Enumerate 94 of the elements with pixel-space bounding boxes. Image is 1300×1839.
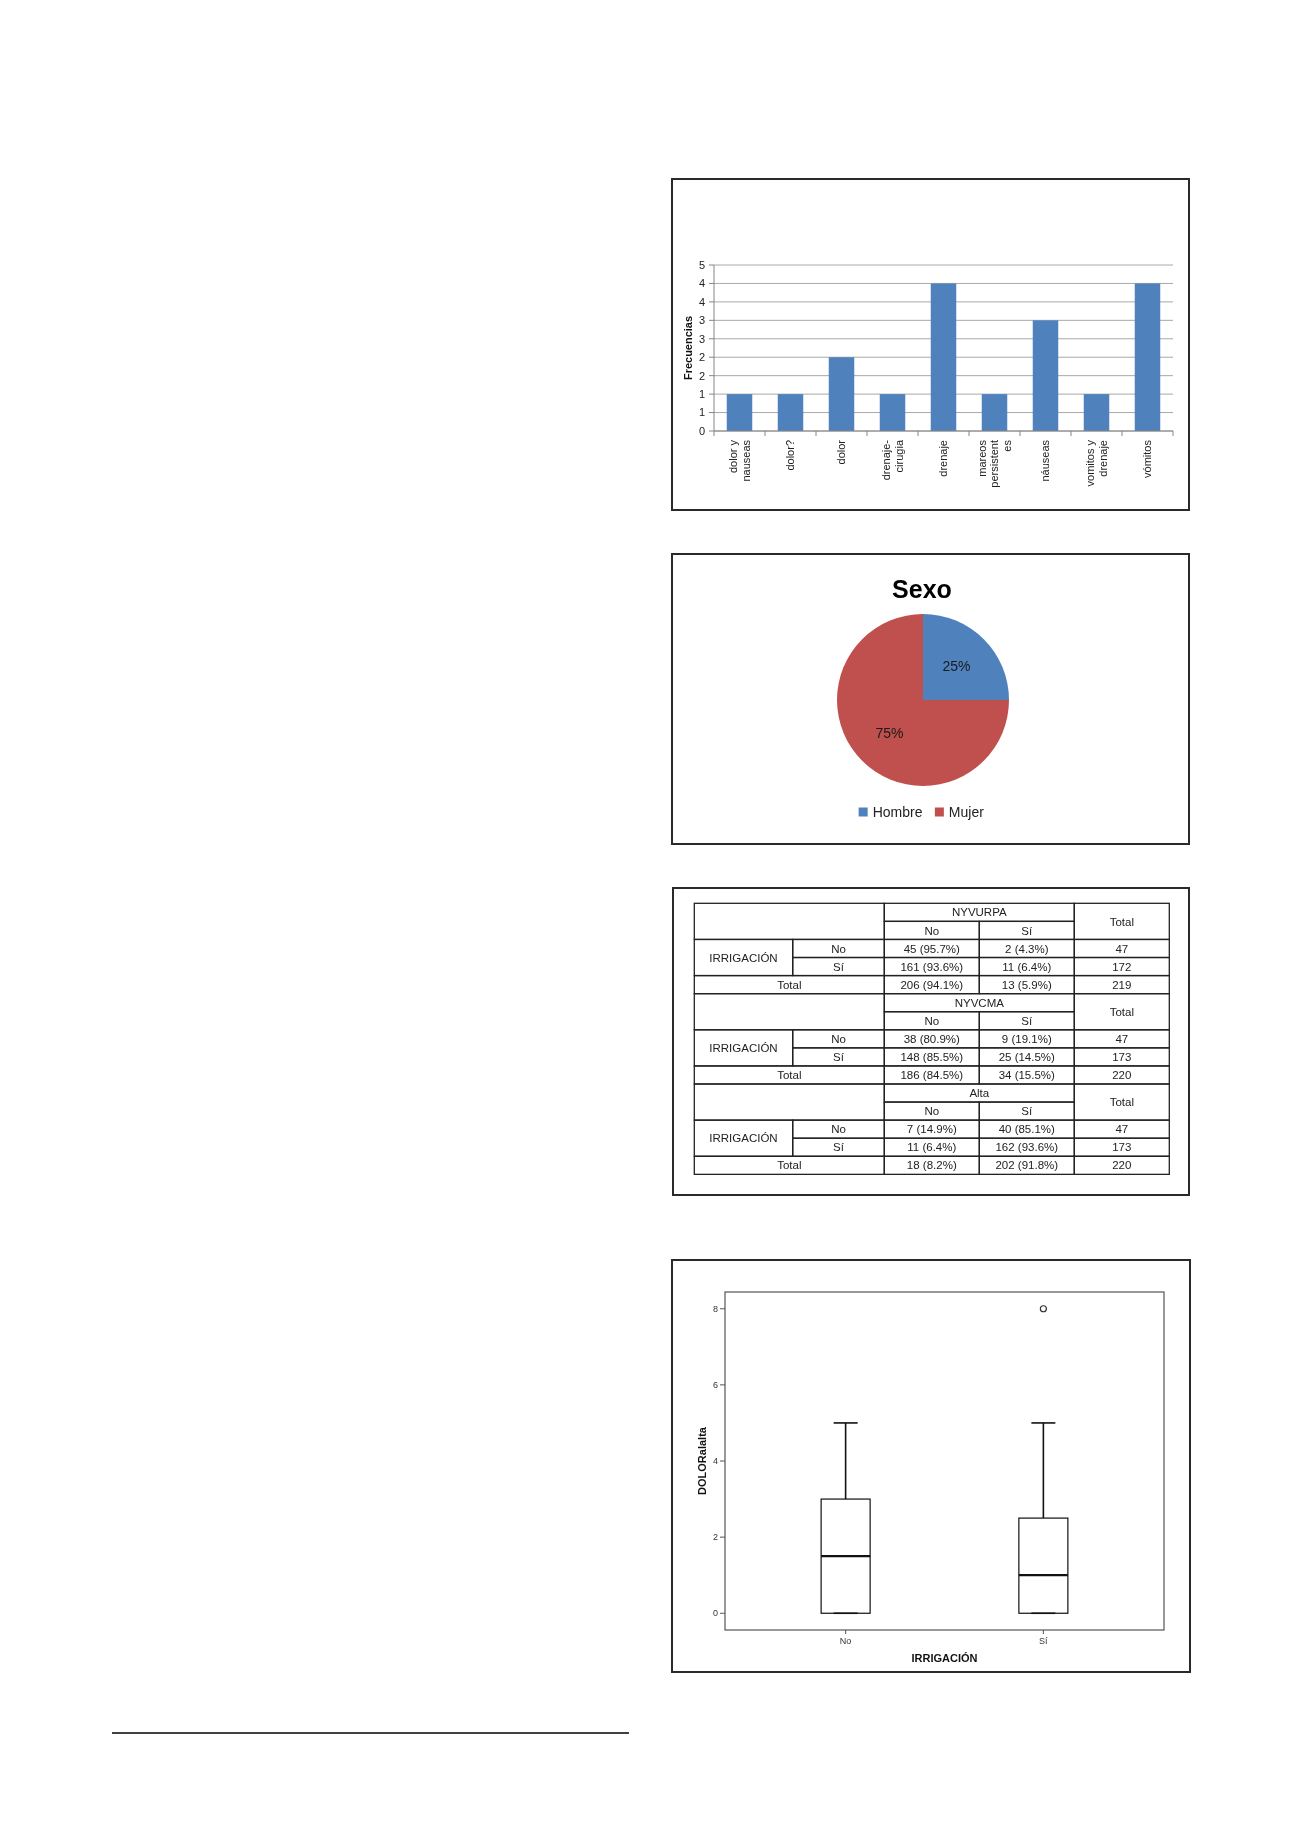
- text: Sí: [1021, 1105, 1034, 1118]
- text: 202 (91.8%): [995, 1159, 1059, 1172]
- legend-label: Mujer: [948, 803, 985, 820]
- y-tick-label: 2: [698, 369, 705, 382]
- text: 9 (19.1%): [1001, 1032, 1052, 1045]
- text: 148 (85.5%): [900, 1051, 964, 1064]
- y-axis-title: DOLORalalta: [695, 1426, 708, 1495]
- text: 219: [1112, 978, 1132, 991]
- text: 173: [1112, 1141, 1132, 1154]
- text: 173: [1112, 1051, 1132, 1064]
- bar: [1083, 394, 1110, 431]
- y-tick-label: 2: [712, 1532, 718, 1543]
- y-tick-label: 4: [698, 277, 705, 290]
- text: 220: [1112, 1159, 1132, 1172]
- y-tick-label: 2: [698, 351, 705, 364]
- text: NYVURPA: [951, 906, 1007, 919]
- text: 45 (95.7%): [903, 942, 961, 955]
- text: Total: [777, 1159, 802, 1172]
- bar: [828, 357, 855, 431]
- text: 11 (6.4%): [907, 1141, 957, 1154]
- text: 38 (80.9%): [903, 1032, 961, 1045]
- text: No: [924, 1105, 940, 1118]
- y-tick-label: 8: [712, 1303, 718, 1314]
- text: 11 (6.4%): [1002, 960, 1052, 973]
- pie-slice: [923, 614, 1009, 700]
- y-tick-label: 3: [698, 314, 705, 327]
- text: IRRIGACIÓN: [709, 951, 778, 964]
- pie-slice: [837, 614, 1009, 786]
- y-tick-label: 4: [712, 1456, 718, 1467]
- text: Total: [1109, 915, 1134, 928]
- text: Sí: [833, 960, 845, 973]
- text: 13 (5.9%): [1001, 978, 1052, 991]
- text: 172: [1112, 960, 1132, 973]
- text: NYVCMA: [954, 996, 1005, 1009]
- text: 7 (14.9%): [906, 1123, 957, 1136]
- x-tick-label: drenaje: [937, 440, 950, 477]
- x-tick-label: mareos persistentes: [975, 439, 1013, 488]
- text: Sí: [1021, 1014, 1034, 1027]
- x-axis-title: IRRIGACIÓN: [911, 1651, 978, 1664]
- bar: [930, 283, 957, 431]
- bar: [1134, 283, 1161, 431]
- text: 25 (14.5%): [998, 1051, 1056, 1064]
- text: 34 (15.5%): [998, 1069, 1056, 1082]
- text: Sí: [833, 1141, 845, 1154]
- bar: [777, 394, 804, 431]
- data-label: 25%: [942, 658, 971, 675]
- text: IRRIGACIÓN: [709, 1042, 778, 1054]
- text: Total: [1109, 1005, 1134, 1018]
- text: 18 (8.2%): [906, 1159, 957, 1172]
- y-tick-label: 1: [698, 387, 705, 400]
- x-tick-label: dolor: [835, 439, 848, 465]
- text: Total: [777, 1069, 802, 1082]
- text: Sí: [1021, 924, 1034, 937]
- text: IRRIGACIÓN: [709, 1132, 778, 1145]
- bar: [726, 394, 753, 431]
- y-axis-title: Frecuencias: [681, 315, 694, 381]
- bar: [879, 394, 906, 431]
- data-label: 75%: [875, 725, 904, 742]
- y-tick-label: 0: [712, 1608, 718, 1619]
- y-tick-label: 1: [698, 406, 705, 419]
- text: No: [924, 924, 940, 937]
- bar: [1032, 320, 1059, 431]
- chart-title: Sexo: [892, 575, 952, 603]
- y-tick-label: 4: [698, 295, 705, 308]
- x-tick-label: dolor y nauseas: [727, 439, 752, 482]
- x-tick-label: vomitos y drenaje: [1084, 439, 1109, 487]
- text: 206 (94.1%): [900, 978, 964, 991]
- y-tick-label: 5: [698, 258, 705, 271]
- text: 47: [1115, 942, 1129, 955]
- text: 161 (93.6%): [900, 960, 964, 973]
- bar: [981, 394, 1008, 431]
- text: No: [831, 942, 846, 955]
- text: Alta: [969, 1087, 990, 1100]
- text: 47: [1115, 1123, 1129, 1136]
- x-tick-label: drenaje-cirugia: [880, 439, 905, 481]
- text: 162 (93.6%): [995, 1141, 1059, 1154]
- text: No: [924, 1014, 940, 1027]
- y-tick-label: 6: [712, 1380, 718, 1391]
- x-tick-label: náuseas: [1039, 439, 1052, 482]
- y-tick-label: 0: [698, 424, 705, 437]
- text: Total: [777, 978, 802, 991]
- text: No: [831, 1123, 846, 1136]
- text: 220: [1112, 1069, 1132, 1082]
- text: 186 (84.5%): [900, 1069, 964, 1082]
- x-tick-label: vómitos: [1141, 439, 1154, 478]
- x-tick-label: dolor?: [784, 440, 797, 471]
- text: 40 (85.1%): [998, 1123, 1056, 1136]
- legend-label: Hombre: [872, 803, 923, 820]
- text: Sí: [833, 1051, 845, 1064]
- text: 2 (4.3%): [1005, 942, 1049, 955]
- text: Total: [1109, 1096, 1134, 1109]
- y-tick-label: 3: [698, 332, 705, 345]
- text: No: [831, 1032, 846, 1045]
- text: 47: [1115, 1032, 1129, 1045]
